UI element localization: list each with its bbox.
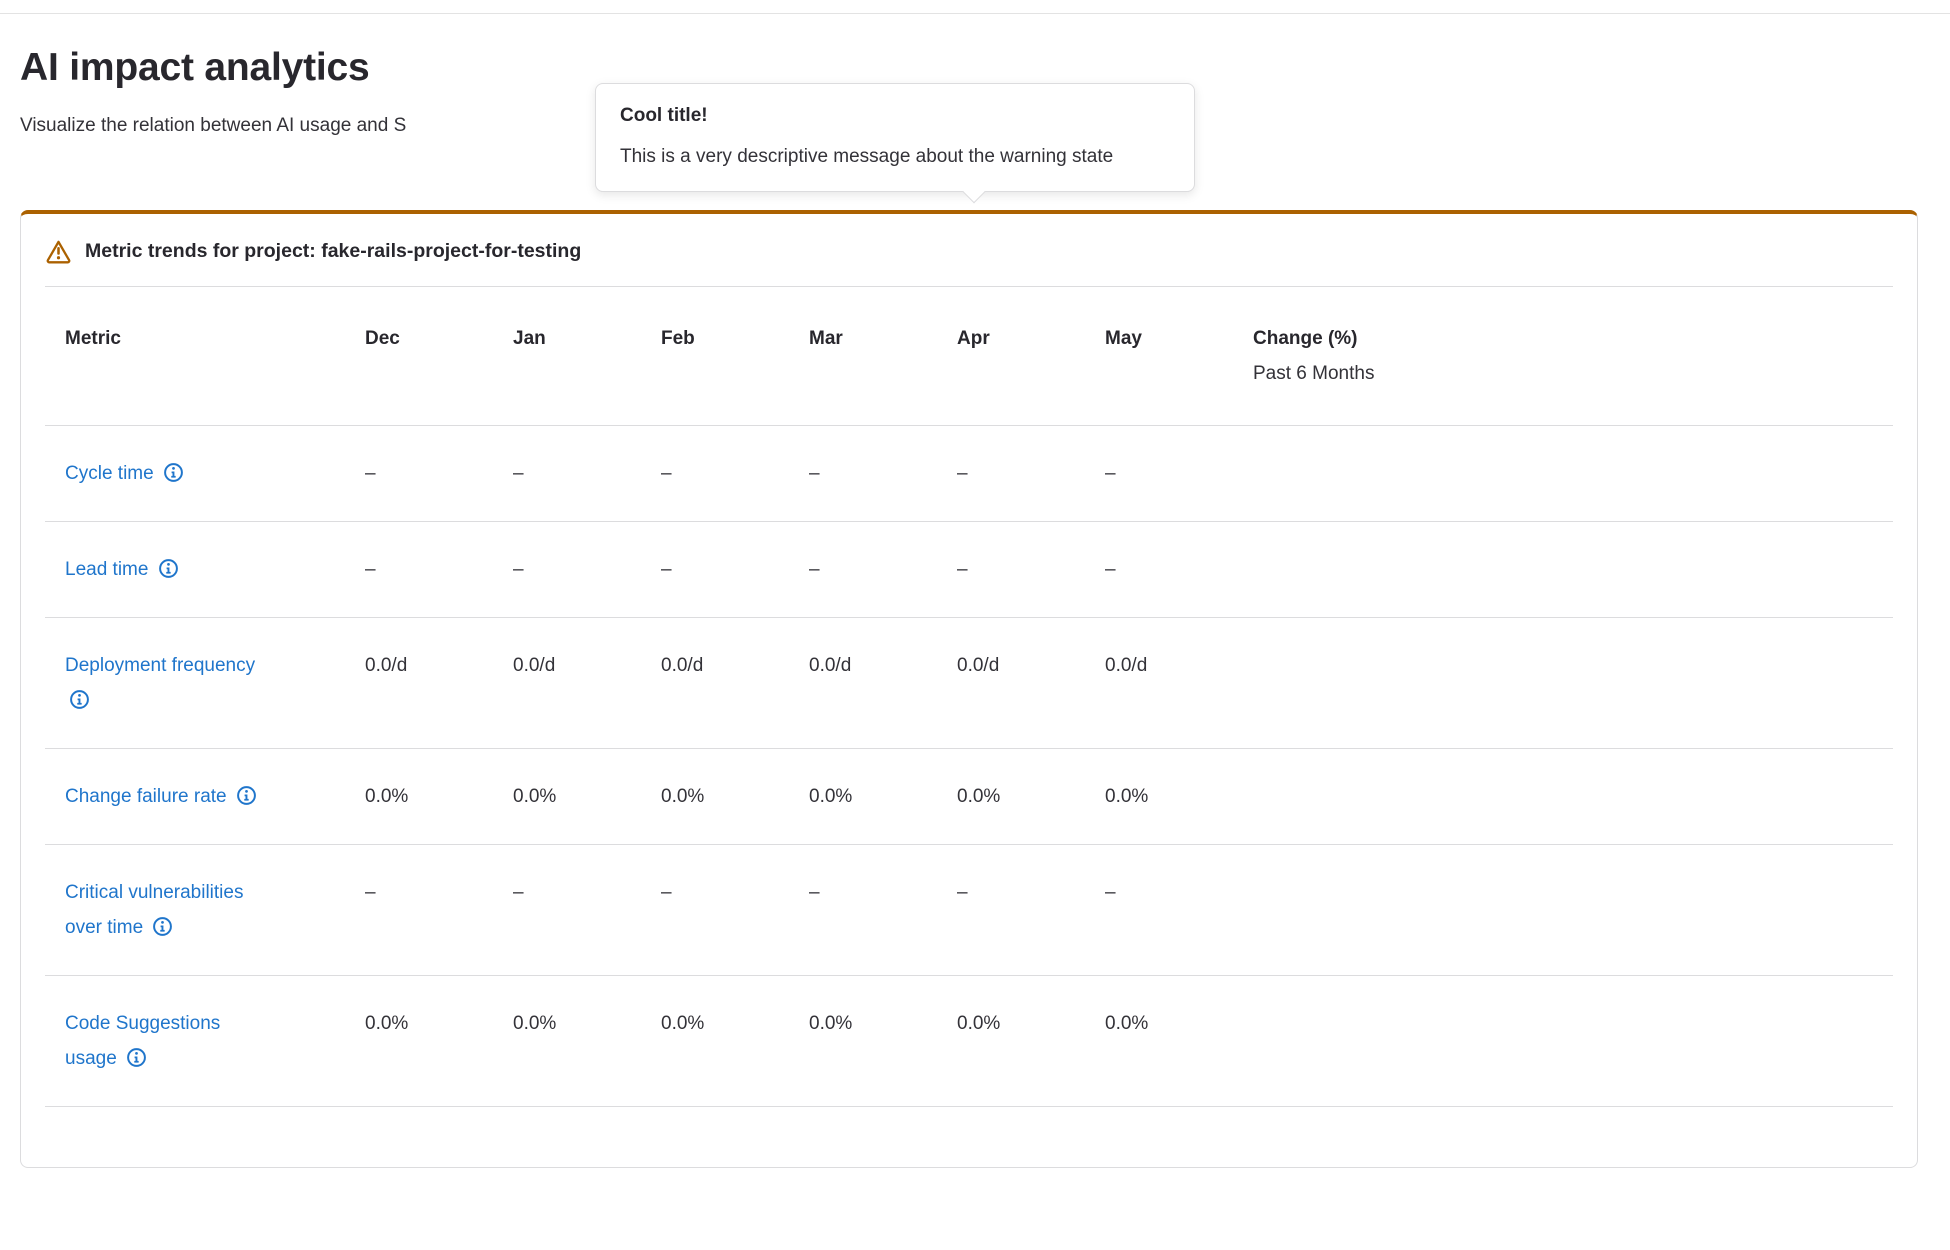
metric-value-cell: 0.0/d (789, 617, 937, 749)
change-value-cell (1233, 425, 1893, 522)
col-header-dec: Dec (345, 286, 493, 426)
metric-trends-table: Metric Dec Jan Feb Mar Apr May Change (%… (45, 286, 1893, 1107)
metric-value-cell: 0.0/d (641, 617, 789, 749)
col-header-change: Change (%) Past 6 Months (1233, 286, 1893, 426)
card-header-title: Metric trends for project: fake-rails-pr… (85, 240, 582, 262)
metric-value-cell: – (789, 425, 937, 522)
metric-trends-card: Metric trends for project: fake-rails-pr… (20, 210, 1918, 1168)
metric-value-cell: 0.0% (937, 748, 1085, 845)
metric-link[interactable]: Cycle time (65, 462, 184, 484)
info-icon[interactable] (163, 462, 184, 483)
page-top-divider (0, 0, 1950, 14)
metric-value-cell: – (789, 844, 937, 976)
metric-value-cell: – (641, 425, 789, 522)
metric-value-cell: – (1085, 425, 1233, 522)
change-value-cell (1233, 844, 1893, 976)
metric-value-cell: 0.0% (493, 748, 641, 845)
info-icon[interactable] (126, 1047, 147, 1068)
metric-value-cell: 0.0% (1085, 748, 1233, 845)
card-body: Metric Dec Jan Feb Mar Apr May Change (%… (21, 286, 1917, 1167)
popover-message: This is a very descriptive message about… (620, 146, 1114, 167)
table-row: Cycle time – – – – – – (45, 425, 1893, 522)
metric-value-cell: – (641, 521, 789, 618)
metric-value-cell: 0.0/d (1085, 617, 1233, 749)
col-header-may: May (1085, 286, 1233, 426)
change-value-cell (1233, 748, 1893, 845)
col-header-jan: Jan (493, 286, 641, 426)
popover-title: Cool title! (620, 105, 708, 126)
metric-value-cell: 0.0% (789, 975, 937, 1107)
page-container: AI impact analytics Visualize the relati… (0, 42, 1950, 141)
metric-cell: Cycle time (45, 425, 345, 522)
metric-value-cell: 0.0% (641, 748, 789, 845)
table-row: Change failure rate 0.0% 0.0% 0.0% 0.0% 0.0%… (45, 748, 1893, 845)
metric-cell: Change failure rate (45, 748, 345, 845)
metric-value-cell: 0.0% (1085, 975, 1233, 1107)
metric-cell: Deployment frequency (45, 617, 345, 749)
metric-value-cell: – (493, 521, 641, 618)
metric-value-cell: 0.0% (641, 975, 789, 1107)
metric-value-cell: – (345, 425, 493, 522)
metric-value-cell: – (937, 521, 1085, 618)
metric-value-cell: 0.0% (345, 748, 493, 845)
metric-value-cell: – (937, 844, 1085, 976)
metric-link[interactable]: Change failure rate (65, 785, 257, 807)
warning-triangle-icon (46, 240, 71, 264)
table-row: Deployment frequency 0.0/d 0.0/d 0.0/d 0.0/… (45, 617, 1893, 749)
page-subtitle: Visualize the relation between AI usage … (20, 115, 407, 136)
metric-cell: Critical vulnerabilities over time (45, 844, 345, 976)
card-header: Metric trends for project: fake-rails-pr… (21, 214, 1917, 286)
col-header-metric: Metric (45, 286, 345, 426)
metric-cell: Lead time (45, 521, 345, 618)
metric-table-body: Cycle time – – – – – – Lead time – – – – – – Deploym… (45, 425, 1893, 1107)
metric-value-cell: 0.0% (493, 975, 641, 1107)
table-row: Critical vulnerabilities over time – – – – –… (45, 844, 1893, 976)
col-header-apr: Apr (937, 286, 1085, 426)
metric-value-cell: – (493, 844, 641, 976)
popover-arrow (962, 180, 986, 204)
change-value-cell (1233, 521, 1893, 618)
change-value-cell (1233, 975, 1893, 1107)
info-icon[interactable] (152, 916, 173, 937)
metric-value-cell: – (493, 425, 641, 522)
metric-value-cell: 0.0/d (937, 617, 1085, 749)
col-header-change-label: Change (%) (1253, 328, 1358, 349)
info-icon[interactable] (236, 785, 257, 806)
table-row: Lead time – – – – – – (45, 521, 1893, 618)
col-header-feb: Feb (641, 286, 789, 426)
metric-link[interactable]: Lead time (65, 558, 179, 580)
warning-popover: Cool title! This is a very descriptive m… (595, 83, 1195, 204)
col-header-mar: Mar (789, 286, 937, 426)
metric-value-cell: – (345, 844, 493, 976)
metric-value-cell: – (789, 521, 937, 618)
change-value-cell (1233, 617, 1893, 749)
page-title: AI impact analytics (20, 46, 370, 89)
metric-value-cell: – (937, 425, 1085, 522)
table-row: Code Suggestions usage 0.0% 0.0% 0.0% 0.0% 0… (45, 975, 1893, 1107)
metric-link[interactable]: Critical vulnerabilities over time (65, 882, 244, 938)
metric-value-cell: – (1085, 844, 1233, 976)
info-icon[interactable] (69, 689, 90, 710)
metric-value-cell: 0.0/d (493, 617, 641, 749)
metric-link[interactable]: Deployment frequency (65, 655, 255, 711)
metric-value-cell: – (1085, 521, 1233, 618)
table-header-row: Metric Dec Jan Feb Mar Apr May Change (%… (45, 286, 1893, 426)
metric-value-cell: – (641, 844, 789, 976)
col-header-change-sublabel: Past 6 Months (1253, 363, 1375, 384)
info-icon[interactable] (158, 558, 179, 579)
metric-value-cell: 0.0% (789, 748, 937, 845)
metric-cell: Code Suggestions usage (45, 975, 345, 1107)
metric-link[interactable]: Code Suggestions usage (65, 1013, 221, 1069)
metric-value-cell: 0.0/d (345, 617, 493, 749)
metric-value-cell: 0.0% (345, 975, 493, 1107)
metric-value-cell: 0.0% (937, 975, 1085, 1107)
metric-value-cell: – (345, 521, 493, 618)
